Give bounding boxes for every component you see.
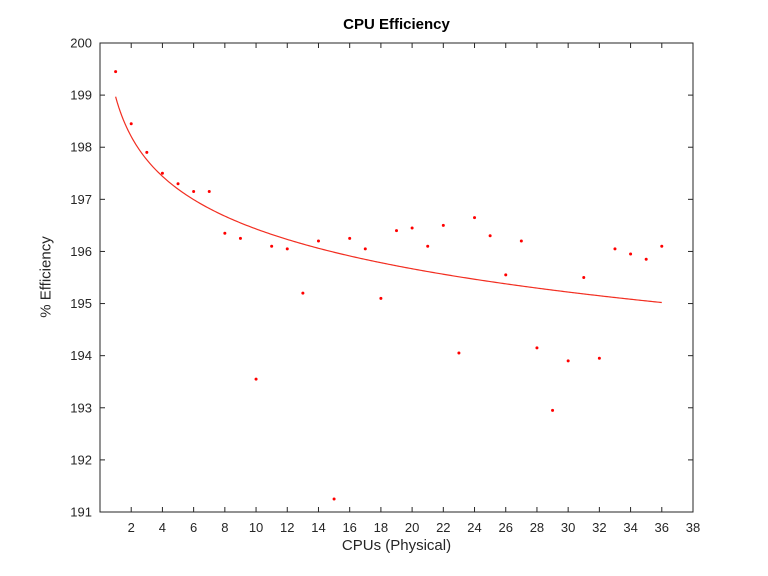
x-tick-label: 32 bbox=[592, 520, 606, 535]
x-tick-label: 30 bbox=[561, 520, 575, 535]
scatter-point bbox=[629, 252, 633, 256]
x-tick-label: 4 bbox=[159, 520, 166, 535]
y-tick-label: 200 bbox=[70, 36, 92, 51]
scatter-point bbox=[582, 276, 586, 279]
y-tick-label: 191 bbox=[70, 505, 92, 520]
scatter-point bbox=[473, 216, 477, 220]
y-tick-label: 198 bbox=[70, 140, 92, 155]
scatter-point bbox=[457, 351, 461, 355]
x-tick-label: 10 bbox=[249, 520, 263, 535]
scatter-point bbox=[223, 231, 227, 235]
fit-curve bbox=[115, 96, 662, 304]
scatter-point bbox=[395, 229, 398, 233]
x-tick-label: 14 bbox=[311, 520, 325, 535]
scatter-point bbox=[551, 408, 555, 412]
scatter-point bbox=[379, 296, 383, 300]
x-tick-label: 8 bbox=[221, 520, 228, 535]
x-tick-label: 28 bbox=[530, 520, 544, 535]
scatter-point bbox=[114, 70, 118, 74]
y-tick-label: 199 bbox=[70, 88, 92, 103]
y-tick-label: 195 bbox=[70, 296, 92, 311]
scatter-point bbox=[176, 182, 180, 186]
scatter-point bbox=[519, 239, 523, 243]
scatter-point bbox=[613, 247, 617, 251]
scatter-point bbox=[129, 122, 133, 126]
y-tick-label: 193 bbox=[70, 400, 92, 415]
scatter-point bbox=[207, 190, 211, 194]
scatter-point bbox=[426, 244, 430, 248]
x-tick-label: 12 bbox=[280, 520, 294, 535]
x-tick-label: 6 bbox=[190, 520, 197, 535]
x-tick-label: 24 bbox=[467, 520, 481, 535]
plot-border bbox=[99, 42, 694, 513]
x-tick-label: 38 bbox=[686, 520, 700, 535]
scatter-point bbox=[348, 236, 352, 240]
scatter-point bbox=[504, 273, 508, 277]
scatter-point bbox=[566, 359, 570, 363]
scatter-point bbox=[254, 377, 258, 381]
scatter-point bbox=[160, 171, 164, 175]
scatter-point bbox=[285, 247, 289, 251]
y-tick-label: 194 bbox=[70, 348, 92, 363]
scatter-point bbox=[316, 239, 320, 243]
x-tick-label: 22 bbox=[436, 520, 450, 535]
scatter-point bbox=[441, 223, 445, 227]
x-tick-label: 36 bbox=[655, 520, 669, 535]
scatter-point bbox=[410, 226, 414, 230]
scatter-point bbox=[332, 497, 336, 501]
chart-title: CPU Efficiency bbox=[343, 16, 450, 33]
scatter-point bbox=[597, 356, 601, 360]
scatter-point bbox=[644, 257, 648, 261]
scatter-point bbox=[363, 247, 367, 251]
scatter-point bbox=[270, 244, 274, 248]
scatter-point bbox=[660, 244, 664, 248]
y-tick-label: 197 bbox=[70, 192, 92, 207]
scatter-point bbox=[535, 346, 539, 350]
x-tick-label: 34 bbox=[623, 520, 637, 535]
y-tick-label: 196 bbox=[70, 244, 92, 259]
x-tick-label: 2 bbox=[128, 520, 135, 535]
y-tick-label: 192 bbox=[70, 452, 92, 467]
x-axis-label: CPUs (Physical) bbox=[341, 537, 452, 554]
y-axis-label: % Efficiency bbox=[37, 236, 55, 318]
x-tick-label: 18 bbox=[374, 520, 388, 535]
x-tick-label: 26 bbox=[499, 520, 513, 535]
x-tick-label: 16 bbox=[342, 520, 356, 535]
scatter-point bbox=[145, 150, 149, 154]
x-tick-label: 20 bbox=[405, 520, 419, 535]
scatter-point bbox=[301, 291, 305, 295]
scatter-point bbox=[192, 190, 196, 194]
scatter-point bbox=[488, 234, 492, 238]
scatter-point bbox=[238, 236, 242, 240]
